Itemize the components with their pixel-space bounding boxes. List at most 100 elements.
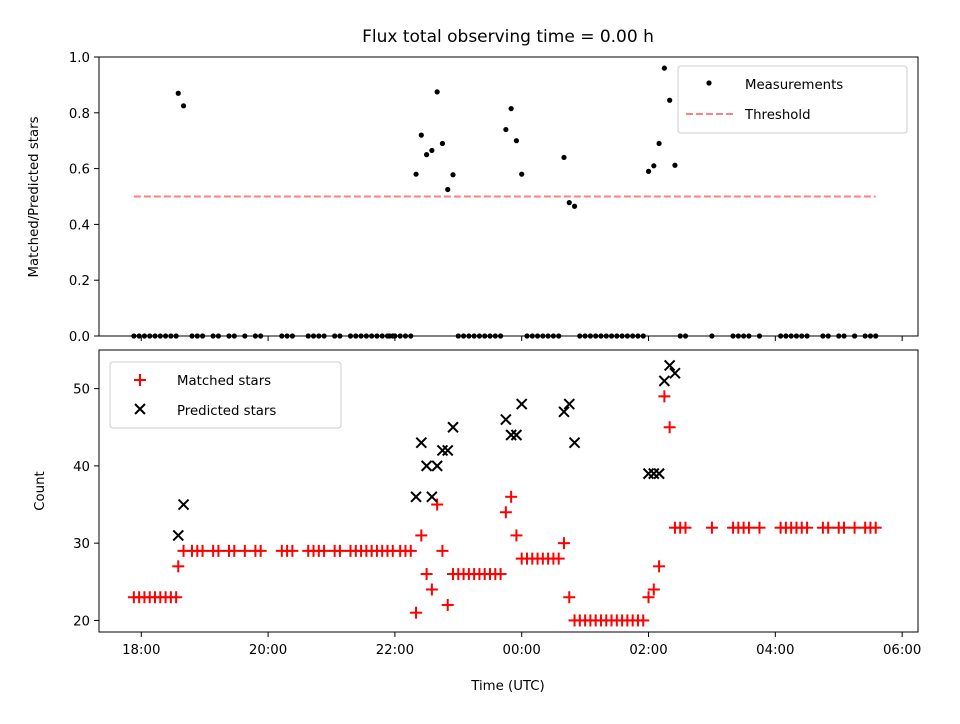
matched-star-point [172, 560, 185, 573]
matched-star-point [753, 521, 766, 534]
legend-measurements-marker [706, 80, 712, 86]
measurement-point [503, 126, 509, 133]
bottom-ytick-label: 50 [73, 383, 90, 398]
matched-star-point [742, 521, 755, 534]
predicted-star-point [447, 421, 459, 433]
predicted-star-point [563, 398, 575, 410]
matched-star-point [170, 591, 183, 604]
top-ytick-label: 0.2 [69, 274, 90, 289]
measurement-point [651, 163, 657, 169]
matched-star-point [838, 521, 851, 534]
matched-star-point [663, 421, 676, 434]
matched-star-point [441, 598, 454, 611]
matched-star-point [705, 521, 718, 534]
legend-threshold-label: Threshold [744, 108, 811, 123]
matched-star-point [494, 568, 507, 581]
bottom-axes-frame [98, 349, 919, 633]
matched-star-point [436, 544, 449, 557]
measurement-point [439, 140, 446, 147]
predicted-star-point [658, 375, 671, 387]
measurement-point [180, 103, 187, 109]
matched-star-point [415, 529, 428, 542]
matched-star-point [505, 490, 518, 503]
measurement-point [508, 106, 514, 112]
predicted-star-point [500, 413, 512, 426]
matched-star-point [286, 544, 299, 557]
matched-star-point [801, 521, 814, 534]
measurement-point [450, 172, 456, 178]
predicted-star-point [442, 444, 454, 457]
top-axes-frame [98, 56, 919, 337]
measurement-point [519, 171, 525, 177]
predicted-star-point [177, 498, 190, 511]
bottom-xtick-label: 06:00 [883, 643, 921, 658]
measurement-point [566, 200, 572, 206]
top-ytick-label: 0.4 [69, 218, 90, 233]
bottom-legend: Matched stars Predicted stars [109, 361, 342, 429]
matched-star-point [653, 560, 666, 573]
predicted-star-point [420, 460, 433, 472]
bottom-xtick-label: 20:00 [249, 643, 287, 658]
predicted-star-point [558, 406, 570, 418]
measurement-point [513, 138, 520, 144]
matched-star-point [318, 544, 331, 557]
bottom-ytick-label: 30 [73, 537, 90, 552]
matched-star-point [425, 583, 438, 596]
bottom-y-ticks: 20 30 40 50 [73, 383, 99, 629]
predicted-star-point [568, 437, 581, 449]
legend-predicted-label: Predicted stars [177, 404, 276, 419]
measurement-point [656, 140, 662, 147]
measurement-point [672, 162, 678, 168]
predicted-star-point [431, 460, 443, 472]
measurement-point [661, 65, 667, 71]
measurement-point [424, 152, 430, 158]
matched-star-point [557, 537, 570, 550]
top-ytick-label: 0.6 [69, 163, 90, 178]
top-legend: Measurements Threshold [677, 65, 908, 134]
matched-star-point [647, 583, 660, 596]
predicted-star-point [426, 491, 438, 503]
matched-star-point [848, 521, 861, 534]
measurement-point [418, 132, 424, 138]
matched-star-point [420, 568, 433, 581]
top-y-axis-label: Matched/Predicted stars [27, 116, 42, 277]
predicted-star-point [410, 491, 422, 503]
bottom-panel: Count Time (UTC) 20 30 40 50 18:00 20:00 22:0… [33, 349, 921, 694]
legend-measurements-label: Measurements [745, 78, 843, 93]
bottom-legend-box [109, 361, 342, 429]
bottom-y-axis-label: Count [33, 471, 48, 511]
bottom-xtick-label: 00:00 [503, 643, 541, 658]
bottom-xtick-label: 18:00 [122, 643, 160, 658]
predicted-star-point [669, 367, 681, 379]
bottom-ytick-label: 40 [73, 460, 90, 475]
matched-star-point [228, 544, 241, 557]
matched-star-point [410, 606, 423, 619]
matched-star-point [333, 544, 346, 557]
matched-star-point [196, 544, 209, 557]
top-x-ticks [140, 336, 903, 341]
matched-star-point [679, 521, 692, 534]
predicted-star-point [172, 529, 184, 542]
bottom-xtick-label: 02:00 [629, 643, 667, 658]
matched-star-point [658, 390, 671, 403]
matched-star-point [563, 591, 576, 604]
predicted-star-point [663, 359, 676, 372]
bottom-x-ticks: 18:00 20:00 22:00 00:00 02:00 04:00 06:00 [122, 632, 921, 658]
matched-star-point [499, 506, 512, 519]
matched-star-point [510, 529, 523, 542]
matched-star-point [238, 544, 251, 557]
top-plot-marks [131, 65, 879, 339]
measurement-point [429, 147, 435, 154]
bottom-plot-marks [127, 359, 882, 627]
predicted-star-point [510, 429, 523, 441]
top-ytick-label: 0.8 [69, 107, 90, 122]
bottom-xtick-label: 22:00 [376, 643, 414, 658]
matched-star-point [254, 544, 267, 557]
measurement-point [561, 154, 567, 161]
top-legend-box [677, 65, 908, 134]
bottom-xtick-label: 04:00 [756, 643, 794, 658]
measurement-point [175, 90, 181, 96]
matched-star-point [431, 498, 444, 511]
